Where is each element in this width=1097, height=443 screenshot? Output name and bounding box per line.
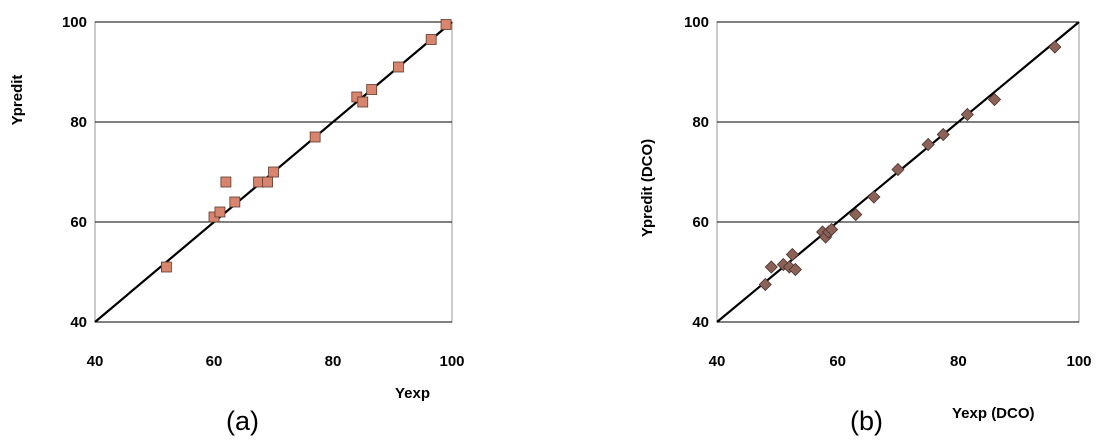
- chart-b-y-tick-labels: 40 60 80 100: [684, 14, 709, 331]
- chart-a-y-tick-1: 60: [70, 214, 87, 231]
- chart-a-point-6: [262, 176, 273, 188]
- chart-a-x-tick-2: 80: [325, 353, 342, 370]
- chart-b-point-4: [785, 247, 799, 262]
- chart-a-x-tick-labels: 40 60 80 100: [87, 353, 465, 370]
- chart-a-y-tick-3: 100: [62, 14, 87, 31]
- chart-a-point-7: [268, 166, 279, 178]
- chart-b-point-17: [1048, 40, 1062, 54]
- chart-a-point-8: [309, 131, 321, 143]
- chart-b-point-1: [764, 260, 778, 274]
- chart-b-x-tick-labels: 40 60 80 100: [709, 353, 1092, 370]
- chart-a-x-tick-1: 60: [206, 353, 223, 370]
- chart-a-point-11: [366, 84, 378, 95]
- chart-a-point-10: [357, 96, 369, 108]
- chart-a-point-4: [229, 196, 241, 208]
- chart-a-y-tick-2: 80: [70, 114, 87, 131]
- chart-a-point-2: [214, 206, 226, 218]
- chart-b-point-15: [960, 107, 974, 122]
- chart-b-x-tick-0: 40: [709, 353, 726, 370]
- chart-b-points: [758, 40, 1062, 292]
- chart-b: 40 60 80 100 40 60 80 100 Yexp (DCO) Ypredit (…: [639, 14, 1092, 436]
- chart-b-y-tick-3: 100: [684, 14, 709, 31]
- chart-b-y-axis-label: Ypredit (DCO): [639, 139, 656, 237]
- chart-b-y-tick-2: 80: [692, 114, 709, 131]
- chart-b-x-tick-1: 60: [829, 353, 846, 370]
- chart-b-x-axis-label: Yexp (DCO): [952, 405, 1035, 422]
- chart-b-x-tick-3: 100: [1066, 353, 1091, 370]
- chart-b-gridlines: [717, 21, 1079, 323]
- chart-a-gridlines: [95, 21, 452, 323]
- chart-b-point-9: [825, 222, 839, 237]
- chart-b-y-tick-1: 60: [692, 214, 709, 231]
- chart-a-x-tick-0: 40: [87, 353, 104, 370]
- chart-a-x-axis-label: Yexp: [395, 385, 430, 402]
- chart-a-point-14: [440, 19, 452, 30]
- chart-a-y-tick-0: 40: [70, 314, 87, 331]
- chart-b-point-10: [849, 207, 863, 222]
- chart-b-point-11: [867, 190, 881, 204]
- chart-b-x-tick-2: 80: [950, 353, 967, 370]
- chart-b-panel-label: (b): [850, 406, 883, 436]
- chart-a-point-5: [253, 176, 265, 188]
- chart-b-point-12: [891, 162, 905, 177]
- chart-a-y-axis-label: Ypredit: [9, 75, 26, 126]
- chart-a-point-0: [160, 261, 172, 273]
- chart-a-x-tick-3: 100: [439, 353, 464, 370]
- chart-a-point-13: [425, 34, 437, 45]
- chart-b-point-16: [987, 92, 1002, 107]
- chart-b-y-tick-0: 40: [692, 314, 709, 331]
- chart-a: 40 60 80 100 40 60 80 100 Yexp Ypredit (a): [9, 14, 465, 436]
- chart-a-points: [160, 19, 452, 273]
- chart-b-point-13: [921, 137, 935, 152]
- chart-a-panel-label: (a): [226, 406, 259, 436]
- chart-b-point-5: [788, 262, 802, 277]
- chart-a-point-3: [220, 176, 232, 188]
- chart-a-y-tick-labels: 40 60 80 100: [62, 14, 87, 331]
- chart-a-point-12: [393, 61, 404, 73]
- chart-b-point-0: [758, 277, 772, 292]
- chart-b-point-14: [936, 127, 950, 142]
